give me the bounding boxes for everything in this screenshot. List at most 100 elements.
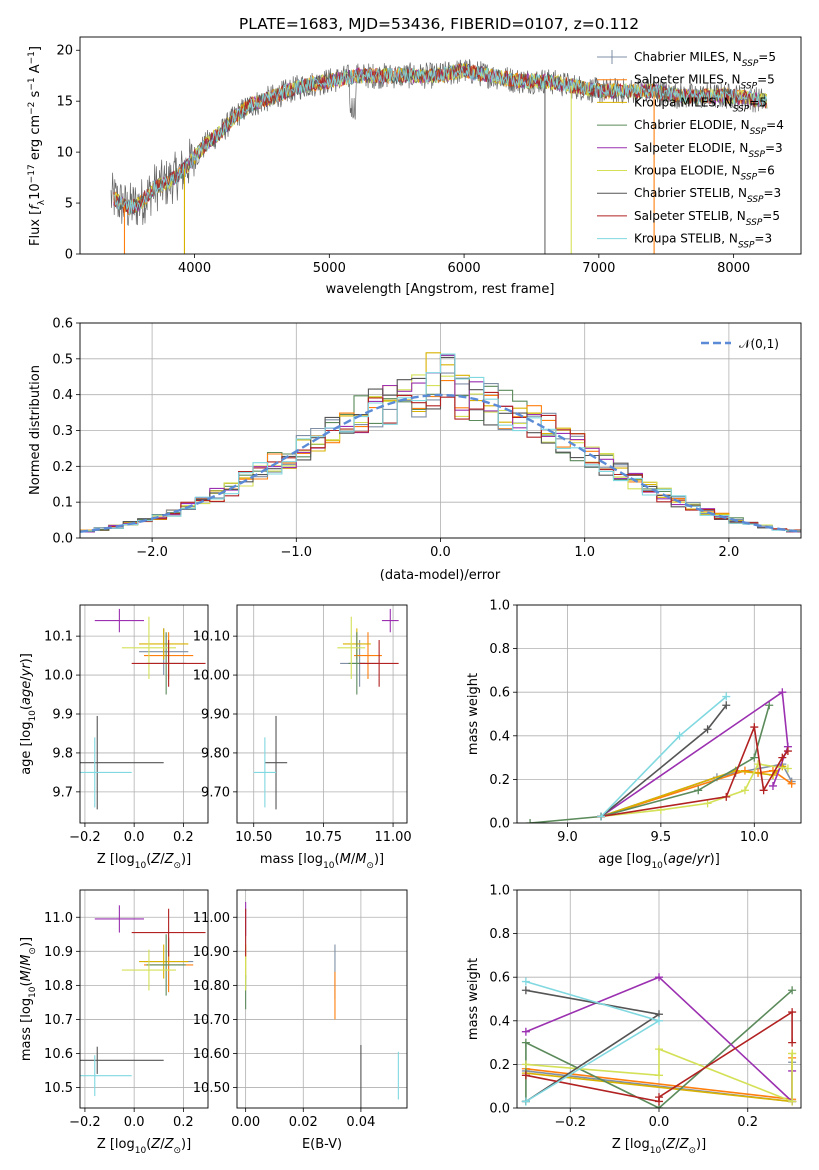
- legend-label: Kroupa MILES, NSSP=5: [634, 95, 767, 114]
- y-tick-label: 10.60: [193, 1047, 230, 1062]
- mass-weight-marker: [521, 1038, 530, 1047]
- y-tick-label: 9.8: [52, 746, 73, 761]
- mass-weight-marker: [750, 753, 759, 762]
- mass-weight-marker: [526, 819, 535, 823]
- y-tick-label: 0.2: [489, 773, 510, 788]
- y-tick-label: 10.80: [193, 979, 230, 994]
- plot-area: [521, 973, 797, 1108]
- x-tick-label: 10.50: [235, 830, 272, 845]
- x-tick-label: −0.2: [554, 1115, 586, 1130]
- mass-weight-marker: [521, 1097, 530, 1106]
- mass-weight-marker: [783, 764, 792, 773]
- mass-weight-marker: [787, 779, 796, 788]
- x-tick-label: −1.0: [281, 545, 313, 560]
- y-tick-label: 0.6: [489, 971, 510, 986]
- x-tick-label: 7000: [582, 261, 615, 276]
- x-tick-label: 1.0: [574, 545, 595, 560]
- mass-weight-marker: [597, 812, 606, 821]
- mass-weight-marker: [722, 701, 731, 710]
- legend-label: Chabrier MILES, NSSP=5: [634, 50, 776, 69]
- axes-frame: [79, 36, 802, 255]
- y-tick-label: 0.1: [52, 496, 73, 511]
- x-tick-label: 0.00: [231, 1115, 260, 1130]
- mass-weight-marker: [703, 799, 712, 808]
- y-tick-label: 10.00: [193, 669, 230, 684]
- mass-weight-marker: [675, 731, 684, 740]
- x-tick-label: 11.00: [374, 830, 411, 845]
- mass-weight-marker: [750, 723, 759, 732]
- x-tick-label: 10.0: [740, 830, 769, 845]
- y-tick-label: 0: [65, 248, 73, 263]
- x-tick-label: −0.2: [69, 1115, 101, 1130]
- plot-area: [245, 901, 399, 1108]
- y-tick-label: 0.0: [52, 532, 73, 547]
- y-axis-label: mass weight: [466, 958, 481, 1040]
- axes-frame: [236, 604, 408, 824]
- x-tick-label: 0.02: [289, 1115, 318, 1130]
- y-tick-label: 0.0: [489, 817, 510, 832]
- mass-weight-marker: [655, 973, 663, 982]
- x-axis-label: (data-model)/error: [380, 568, 501, 583]
- legend-label: Chabrier ELODIE, NSSP=4: [634, 118, 784, 137]
- x-tick-label: 10.75: [305, 830, 342, 845]
- plot-area: [80, 352, 801, 533]
- plot-area: [80, 608, 206, 810]
- y-tick-label: 0.4: [489, 1014, 510, 1029]
- x-axis-label: Z [log10(Z/Z⊙)]: [612, 1137, 706, 1156]
- x-tick-label: 5000: [313, 261, 346, 276]
- mass-weight-marker: [759, 786, 768, 795]
- x-tick-label: 0.0: [649, 1115, 670, 1130]
- mass-weight-marker: [788, 1038, 797, 1047]
- y-tick-label: 10: [56, 146, 73, 161]
- y-tick-label: 9.7: [52, 785, 73, 800]
- x-tick-label: 0.04: [346, 1115, 375, 1130]
- x-tick-label: 0.0: [124, 1115, 145, 1130]
- x-tick-label: 2.0: [719, 545, 740, 560]
- y-tick-label: 10.6: [44, 1047, 73, 1062]
- y-axis-label: age [log10(age/yr)]: [19, 653, 38, 775]
- mass-weight-line: [600, 695, 727, 818]
- y-tick-label: 10.70: [193, 1013, 230, 1028]
- model-spectrum-line: [113, 64, 767, 215]
- plot-area: [80, 905, 206, 1097]
- y-axis-label: Flux [fλ10−17 erg cm−2 s−1 A−1]: [27, 46, 47, 246]
- y-tick-label: 10.7: [44, 1013, 73, 1028]
- mass-weight-marker: [655, 1045, 663, 1054]
- legend-label: Chabrier STELIB, NSSP=3: [634, 186, 781, 205]
- plot-area: [110, 59, 768, 254]
- y-tick-label: 0.8: [489, 927, 510, 942]
- mass-weight-marker: [788, 1097, 797, 1106]
- mass-weight-line: [600, 690, 789, 818]
- x-axis-label: Z [log10(Z/Z⊙)]: [97, 852, 191, 871]
- y-tick-label: 0.2: [52, 460, 73, 475]
- residual-histogram-plot: −2.0 −1.0 0.0 1.0 2.0 0.0 0.1 0.2 0.3 0.4 0.5 0.6 (d…: [28, 317, 802, 583]
- mass-weight-marker: [778, 688, 787, 697]
- y-tick-label: 0.3: [52, 424, 73, 439]
- x-tick-label: 8000: [717, 261, 750, 276]
- y-tick-label: 0.2: [489, 1058, 510, 1073]
- axes-frame: [516, 604, 802, 824]
- y-tick-label: 0.0: [489, 1102, 510, 1117]
- legend-label: Kroupa STELIB, NSSP=3: [634, 232, 772, 251]
- x-tick-label: 0.2: [737, 1115, 758, 1130]
- mass-weight-line: [530, 705, 770, 823]
- x-tick-label: 0.2: [173, 1115, 194, 1130]
- mass-weight-vs-metallicity-plot: −0.2 0.0 0.2 0.0 0.2 0.4 0.6 0.8 1.0 Z [log10(Z/Z…: [466, 884, 802, 1156]
- y-tick-label: 5: [65, 197, 73, 212]
- mass-weight-marker: [783, 747, 792, 756]
- axes-frame: [236, 889, 408, 1109]
- mass-weight-marker: [754, 760, 763, 769]
- legend-label: 𝒩(0,1): [739, 337, 779, 351]
- x-axis-label: Z [log10(Z/Z⊙)]: [97, 1137, 191, 1156]
- axes-frame: [79, 322, 802, 539]
- plot-area: [526, 688, 796, 823]
- y-tick-label: 11.0: [44, 911, 73, 926]
- mass-weight-marker: [521, 1071, 530, 1080]
- y-tick-label: 0.6: [489, 686, 510, 701]
- legend-label: Kroupa ELODIE, NSSP=6: [634, 164, 775, 183]
- mass-weight-marker: [521, 1027, 530, 1036]
- normal-reference-curve: [80, 393, 801, 533]
- x-axis-label: E(B-V): [302, 1137, 342, 1152]
- residual-histogram-step: [80, 356, 801, 533]
- x-tick-label: −2.0: [136, 545, 168, 560]
